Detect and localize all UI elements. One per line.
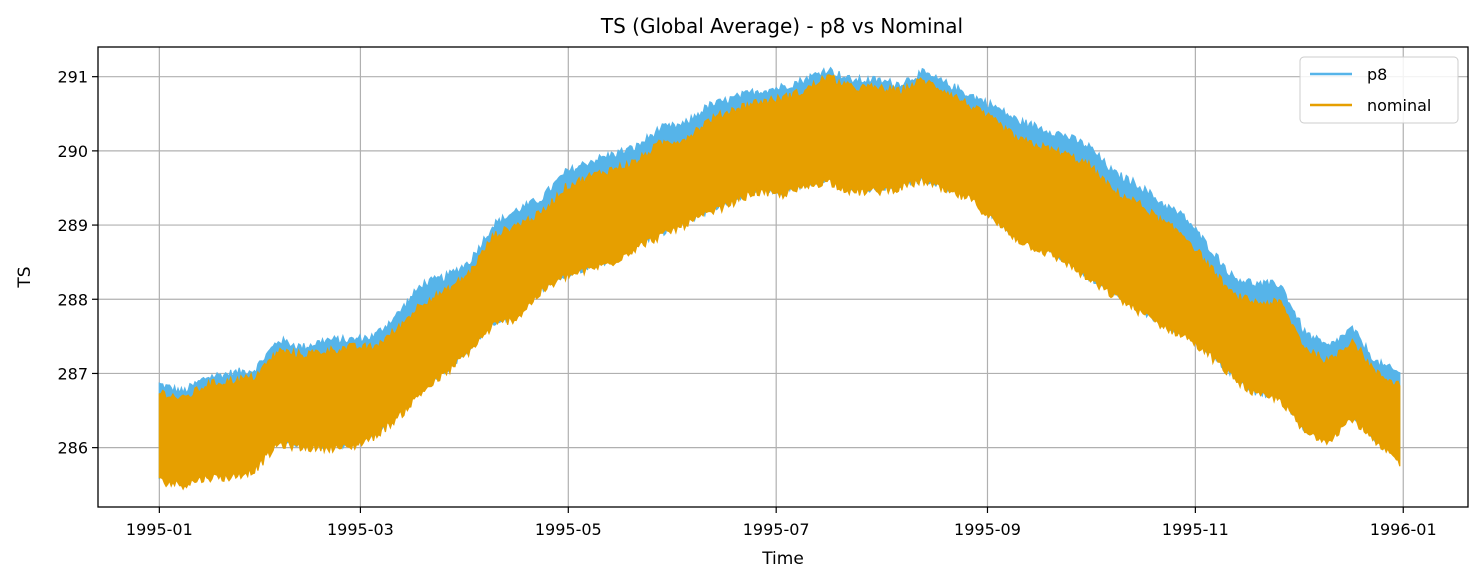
plot-frame [97,46,1469,508]
x-tick-label: 1995-05 [535,520,602,539]
legend-label-nominal: nominal [1367,96,1431,115]
x-axis-ticks: 1995-01 1995-03 1995-05 1995-07 1995-09 1995-… [126,507,1437,539]
series-group [158,66,1401,491]
chart-title: TS (Global Average) - p8 vs Nominal [600,14,963,38]
x-tick-label: 1996-01 [1370,520,1437,539]
x-tick-label: 1995-01 [126,520,193,539]
y-tick-label: 288 [57,290,88,309]
y-tick-label: 286 [57,439,88,458]
x-tick-label: 1995-07 [743,520,810,539]
y-axis-ticks: 286 287 288 289 290 291 [57,68,98,458]
y-tick-label: 291 [57,68,88,87]
x-tick-label: 1995-03 [327,520,394,539]
y-tick-label: 287 [57,364,88,383]
x-tick-label: 1995-11 [1162,520,1229,539]
y-tick-label: 290 [57,142,88,161]
series-nominal-band [158,74,1401,491]
y-tick-label: 289 [57,216,88,235]
x-axis-label: Time [761,549,804,569]
x-tick-label: 1995-09 [954,520,1021,539]
y-axis-label: TS [15,266,35,288]
legend-label-p8: p8 [1367,65,1387,84]
legend: p8 nominal [1299,56,1459,124]
